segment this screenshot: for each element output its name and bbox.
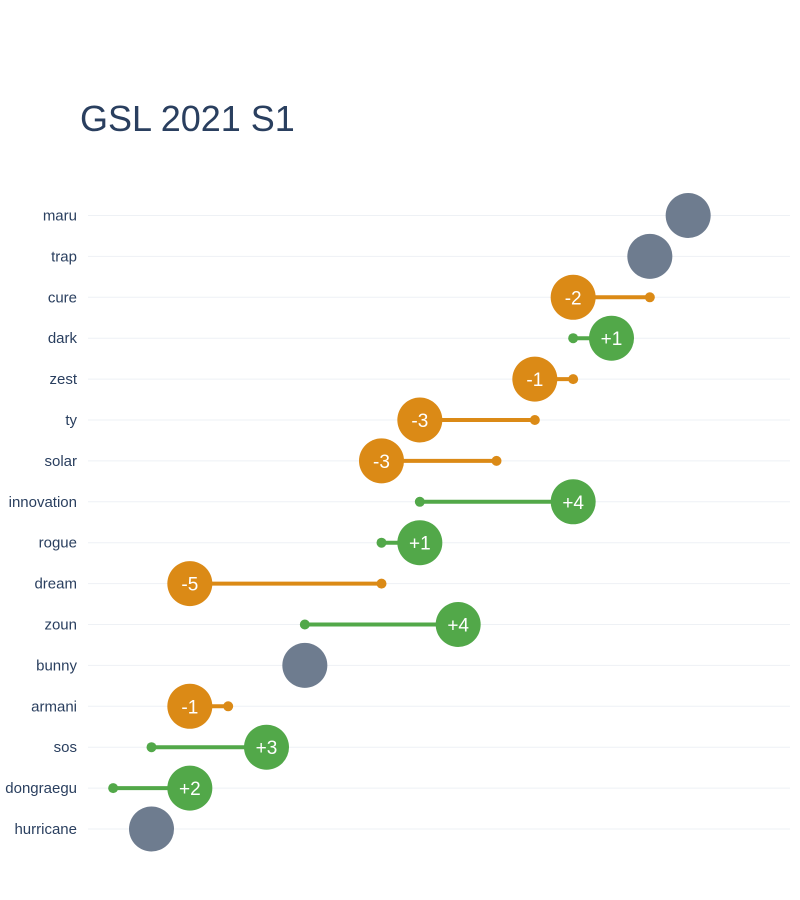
player-label-zoun: zoun [44,617,77,634]
player-label-hurricane: hurricane [14,821,77,838]
mark-layer: -2 +1 -1 -3 -3 +4 +1 -5 +4 -1 +3 +2 [108,193,711,852]
current-marker-armani [167,683,213,729]
change-label-zest: -1 [526,370,543,391]
previous-dot-innovation [414,496,425,507]
previous-dot-dream [376,578,387,589]
current-marker-cure [550,274,596,320]
grid-layer [88,215,790,830]
player-label-armani: armani [31,698,77,715]
player-label-rogue: rogue [39,535,77,552]
player-label-maru: maru [43,208,77,225]
change-label-ty: -3 [411,411,428,432]
current-marker-dark [589,315,634,361]
current-marker-trap [627,233,673,279]
change-label-dongraegu: +2 [179,779,201,800]
change-label-cure: -2 [565,288,582,309]
previous-dot-zoun [299,619,310,630]
previous-dot-cure [644,292,655,303]
chart-title: GSL 2021 S1 [80,98,295,139]
player-label-innovation: innovation [9,494,77,511]
current-marker-hurricane [129,806,174,852]
previous-dot-dongraegu [108,783,119,794]
change-label-dark: +1 [601,329,623,350]
previous-dot-dark [568,333,579,344]
player-label-dark: dark [48,330,78,347]
previous-dot-sos [146,742,157,753]
change-label-dream: -5 [181,575,198,596]
current-marker-solar [359,438,404,484]
label-layer: maru trap cure dark zest ty solar innovation rog… [5,208,78,839]
previous-dot-armani [223,701,234,712]
player-label-cure: cure [48,289,77,306]
change-label-zoun: +4 [447,616,469,637]
current-marker-sos [244,724,289,770]
change-label-sos: +3 [256,738,278,759]
current-marker-zest [512,356,558,402]
player-label-zest: zest [49,371,77,388]
previous-dot-ty [529,415,540,425]
player-label-dream: dream [34,576,77,593]
change-label-innovation: +4 [562,493,584,514]
change-label-rogue: +1 [409,534,431,555]
player-label-solar: solar [44,453,77,470]
current-marker-rogue [397,520,443,566]
change-label-solar: -3 [373,452,390,473]
previous-dot-rogue [376,537,387,548]
current-marker-dongraegu [167,765,213,811]
player-label-trap: trap [51,248,77,265]
previous-dot-solar [491,455,502,466]
player-label-sos: sos [54,739,77,756]
current-marker-bunny [282,642,328,688]
current-marker-innovation [550,479,596,525]
player-label-bunny: bunny [36,657,77,674]
previous-dot-zest [568,374,579,385]
current-marker-dream [167,561,213,607]
current-marker-maru [665,193,711,238]
current-marker-zoun [435,602,481,647]
current-marker-ty [397,397,443,443]
player-label-ty: ty [65,412,77,429]
player-label-dongraegu: dongraegu [5,780,77,797]
change-label-armani: -1 [181,697,198,718]
